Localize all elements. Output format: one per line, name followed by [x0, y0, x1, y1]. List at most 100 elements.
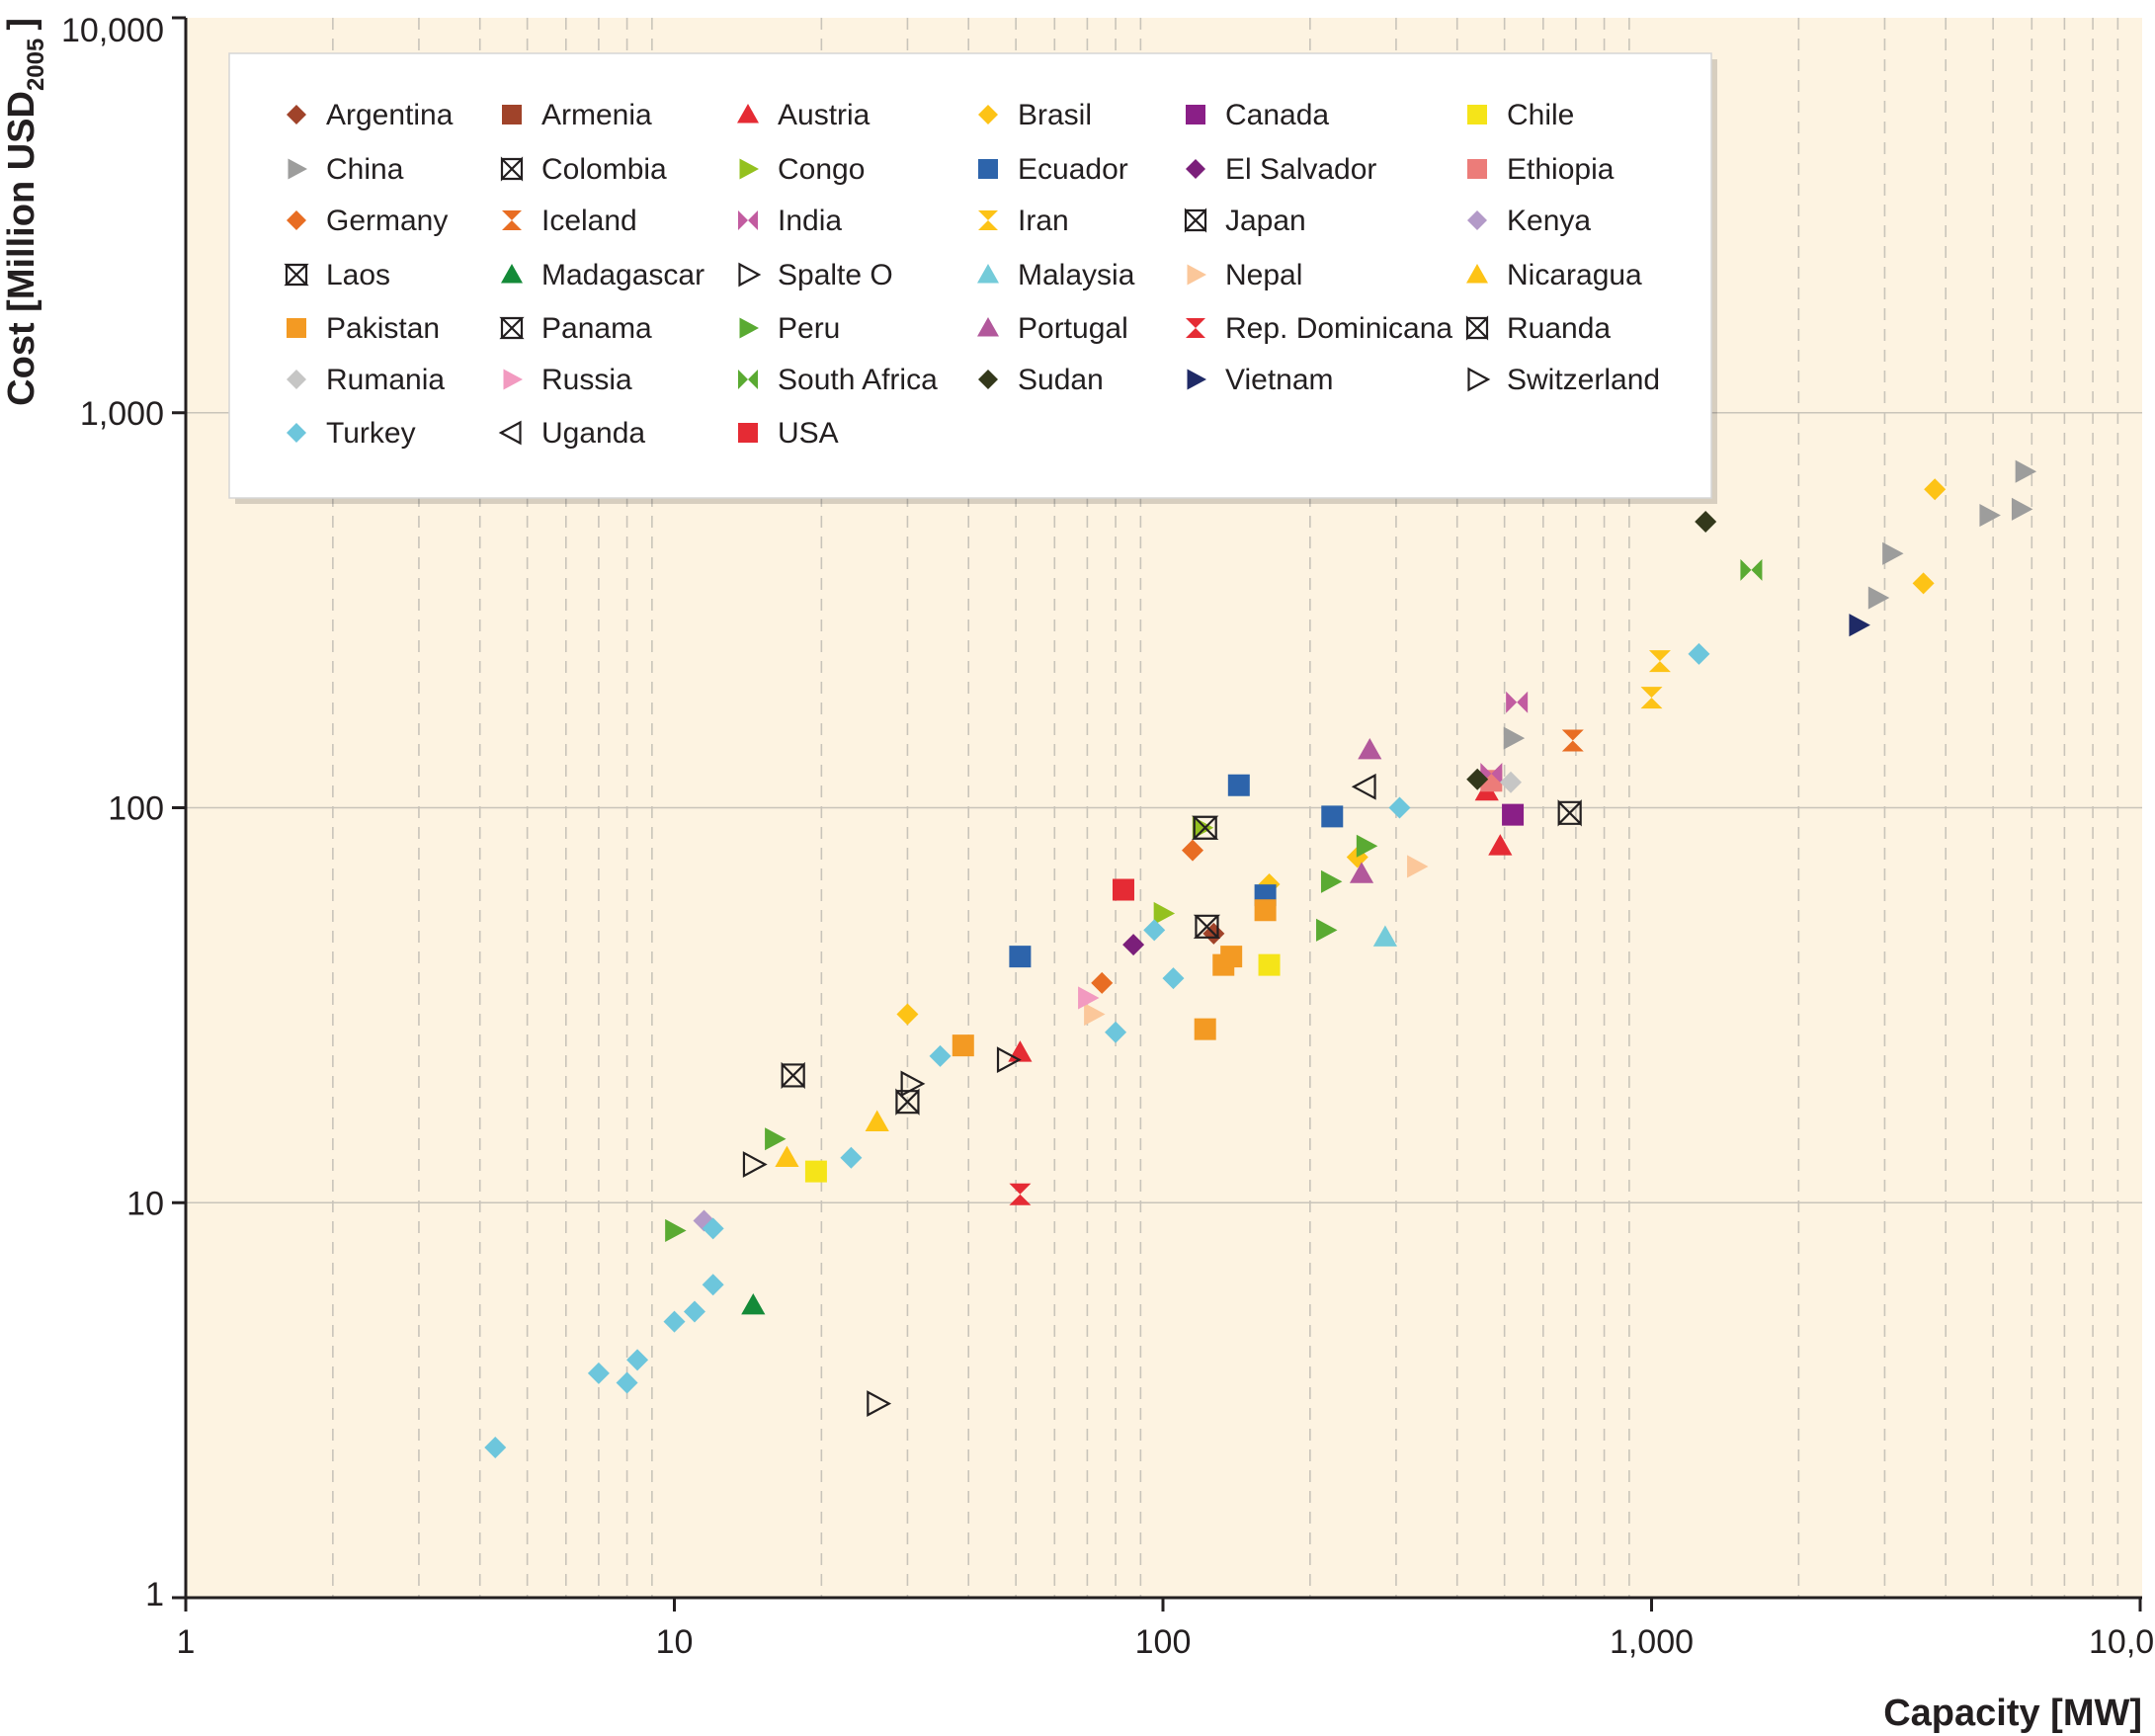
legend-marker — [738, 423, 758, 443]
data-point-peru — [1316, 918, 1338, 942]
legend-item-madagascar: Madagascar — [501, 259, 705, 291]
legend-item-malaysia: Malaysia — [977, 259, 1135, 291]
legend-item-nepal: Nepal — [1187, 259, 1302, 291]
legend-marker — [738, 210, 758, 230]
legend-marker — [739, 317, 759, 339]
data-point-china — [1979, 503, 2001, 528]
legend-marker — [288, 158, 307, 180]
data-point-turkey — [587, 1362, 610, 1384]
legend-marker — [977, 264, 999, 284]
data-point-china — [1503, 726, 1526, 750]
data-point-spalte-o — [867, 1390, 892, 1417]
data-point-el-salvador — [1122, 934, 1145, 956]
legend-marker — [1467, 367, 1491, 392]
legend-label: Ecuador — [1018, 153, 1128, 186]
data-point-iran — [1640, 687, 1663, 709]
data-point-portugal — [1358, 737, 1382, 760]
data-point-usa — [1112, 878, 1134, 901]
legend-label: South Africa — [778, 364, 938, 396]
x-tick-label: 10 — [656, 1623, 694, 1661]
data-point-russia — [1078, 986, 1100, 1010]
data-point-spalte-o — [900, 1070, 926, 1098]
data-point-congo — [1192, 816, 1214, 840]
legend-item-usa: USA — [738, 417, 839, 450]
legend-item-chile: Chile — [1467, 99, 1574, 131]
data-point-japan — [1557, 799, 1582, 827]
data-point-chile — [1258, 953, 1281, 976]
data-point-malaysia — [1372, 925, 1398, 947]
data-point-sudan — [1695, 510, 1717, 533]
legend-label: Malaysia — [1018, 259, 1135, 291]
legend-marker — [1467, 105, 1487, 124]
y-tick-label: 1,000 — [80, 395, 164, 433]
legend-marker — [1465, 315, 1489, 341]
data-point-madagascar — [741, 1292, 766, 1315]
legend-marker — [502, 105, 522, 124]
data-points — [484, 459, 2037, 1459]
y-axis-title: Cost [Million USD2005] — [1, 18, 49, 406]
legend-item-kenya: Kenya — [1467, 205, 1591, 237]
x-tick-label: 100 — [1135, 1623, 1192, 1661]
legend-marker — [978, 210, 998, 230]
legend-label: Rumania — [326, 364, 445, 396]
legend-marker — [500, 156, 524, 182]
legend-label: Iran — [1018, 205, 1069, 237]
legend-marker — [1187, 369, 1206, 390]
legend-marker — [503, 369, 523, 390]
axes — [172, 16, 2142, 1612]
legend-marker — [1184, 207, 1207, 233]
data-point-turkey — [1162, 967, 1185, 990]
legend-label: Germany — [326, 205, 448, 237]
legend-item-pakistan: Pakistan — [287, 312, 440, 345]
legend-label: Panama — [541, 312, 652, 345]
data-point-uganda — [1351, 773, 1376, 800]
data-point-turkey — [840, 1146, 863, 1169]
data-point-austria — [1488, 834, 1513, 856]
data-point-pakistan — [952, 1034, 974, 1057]
legend-marker — [1466, 264, 1488, 284]
legend-marker — [287, 370, 306, 389]
tick-labels: 1 10 100 1,000 10,000 1 10 100 1,000 10,000 — [61, 12, 2155, 1661]
x-tick-label: 10,000 — [2089, 1623, 2155, 1661]
legend-item-germany: Germany — [287, 205, 448, 237]
data-point-turkey — [1688, 642, 1710, 665]
data-point-turkey — [484, 1437, 507, 1459]
legend-item-japan: Japan — [1184, 205, 1306, 237]
legend-item-ethiopia: Ethiopia — [1467, 153, 1615, 186]
legend-label: Ruanda — [1507, 312, 1611, 345]
legend-label: Congo — [778, 153, 865, 186]
data-point-ecuador — [1227, 774, 1250, 796]
x-axis-title: Capacity [MW] — [1883, 1693, 2142, 1734]
data-point-turkey — [626, 1349, 649, 1371]
data-point-vietnam — [1849, 614, 1870, 637]
data-point-brasil — [1924, 478, 1947, 501]
data-point-colombia — [781, 1061, 805, 1090]
legend-item-uganda: Uganda — [498, 417, 645, 450]
legend-marker — [978, 159, 998, 179]
data-point-chile — [804, 1160, 827, 1183]
legend-item-south-africa: South Africa — [738, 364, 938, 396]
legend-item-switzerland: Switzerland — [1467, 364, 1660, 396]
y-tick-label: 10 — [126, 1185, 164, 1222]
data-point-ecuador — [1009, 946, 1032, 968]
legend: Argentina Armenia Austria Brasil Canada Chile… — [228, 52, 1717, 504]
y-tick-label: 1 — [145, 1576, 164, 1613]
data-point-turkey — [616, 1371, 638, 1394]
data-point-germany — [1091, 971, 1114, 994]
data-point-brasil — [1912, 572, 1935, 595]
data-point-panama — [1192, 815, 1219, 840]
legend-item-brasil: Brasil — [978, 99, 1092, 131]
legend-marker — [977, 317, 999, 337]
legend-item-iran: Iran — [978, 205, 1069, 237]
legend-marker — [737, 104, 759, 124]
data-point-china — [2011, 497, 2033, 521]
data-point-nicaragua — [775, 1145, 799, 1168]
legend-marker — [287, 105, 306, 124]
legend-label: Nepal — [1225, 259, 1302, 291]
grid — [186, 18, 2142, 1598]
data-point-rep-dominicana — [1009, 1183, 1032, 1205]
legend-marker — [499, 316, 525, 340]
legend-label: USA — [778, 417, 839, 450]
data-point-turkey — [702, 1217, 724, 1240]
